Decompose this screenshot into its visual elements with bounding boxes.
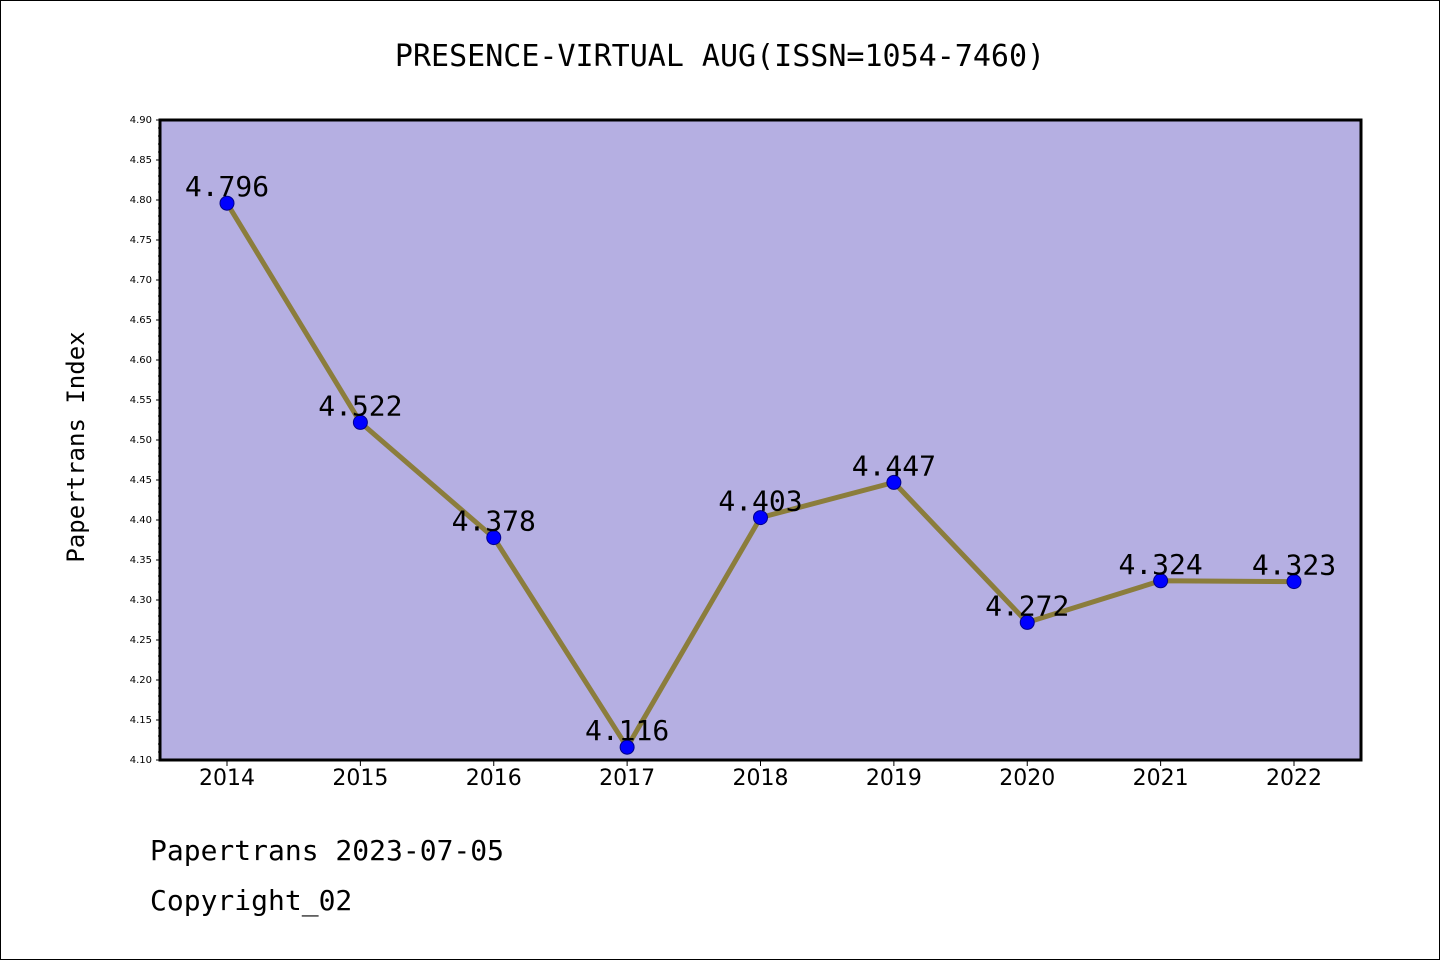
y-tick-label: 4.40	[130, 515, 152, 526]
data-point	[886, 474, 902, 490]
y-tick-label: 4.35	[130, 555, 152, 566]
data-label: 4.323	[1252, 549, 1336, 582]
data-label: 4.522	[318, 389, 402, 422]
y-tick-label: 4.80	[130, 195, 152, 206]
data-label: 4.447	[852, 449, 936, 482]
data-point	[1286, 574, 1302, 590]
x-tick-label: 2016	[466, 766, 522, 791]
x-tick-label: 2021	[1133, 766, 1189, 791]
data-point	[1019, 614, 1035, 630]
y-tick-label: 4.50	[130, 435, 152, 446]
footer-date: Papertrans 2023-07-05	[150, 834, 505, 867]
x-tick-label: 2017	[599, 766, 655, 791]
x-tick-label: 2019	[866, 766, 922, 791]
data-points	[219, 195, 1302, 755]
data-label: 4.272	[985, 589, 1069, 622]
y-tick-label: 4.20	[130, 675, 152, 686]
y-tick-label: 4.65	[130, 315, 152, 326]
y-axis-label: Papertrans Index	[62, 331, 90, 562]
y-tick-label: 4.60	[130, 355, 152, 366]
plot-area	[158, 118, 1363, 762]
data-point	[1153, 573, 1169, 589]
data-label: 4.796	[185, 170, 269, 203]
y-tick-label: 4.70	[130, 275, 152, 286]
data-label: 4.403	[718, 485, 802, 518]
data-point	[486, 530, 502, 546]
data-point	[619, 739, 635, 755]
data-label: 4.378	[452, 505, 536, 538]
y-tick-label: 4.45	[130, 475, 152, 486]
x-tick-label: 2022	[1266, 766, 1322, 791]
y-tick-label: 4.10	[130, 755, 152, 766]
data-point	[753, 510, 768, 526]
data-label: 4.116	[585, 714, 669, 747]
data-labels: 4.796 4.522 4.378 4.116 4.403 4.447 4.272 4.324…	[185, 170, 1336, 747]
x-tick-label: 2018	[733, 766, 789, 791]
y-axis-ticks: 4.10 4.15 4.20 4.25 4.30 4.35 4.40 4.45 4.50 4.55…	[130, 115, 160, 766]
y-tick-label: 4.25	[130, 635, 152, 646]
y-tick-label: 4.85	[130, 155, 152, 166]
y-tick-label: 4.55	[130, 395, 152, 406]
x-tick-label: 2020	[999, 766, 1055, 791]
y-tick-label: 4.75	[130, 235, 152, 246]
data-point	[219, 195, 235, 211]
data-label: 4.324	[1118, 548, 1202, 581]
footer-copyright: Copyright_02	[150, 884, 353, 917]
y-tick-label: 4.15	[130, 715, 152, 726]
x-axis-ticks: 2014 2015 2016 2017 2018 2019 2020 2021 2022	[199, 760, 1322, 791]
chart-title: PRESENCE-VIRTUAL AUG(ISSN=1054-7460)	[395, 39, 1045, 74]
x-tick-label: 2015	[332, 766, 388, 791]
data-point	[352, 414, 368, 430]
y-tick-label: 4.30	[130, 595, 152, 606]
x-tick-label: 2014	[199, 766, 255, 791]
y-tick-label: 4.90	[130, 115, 152, 126]
